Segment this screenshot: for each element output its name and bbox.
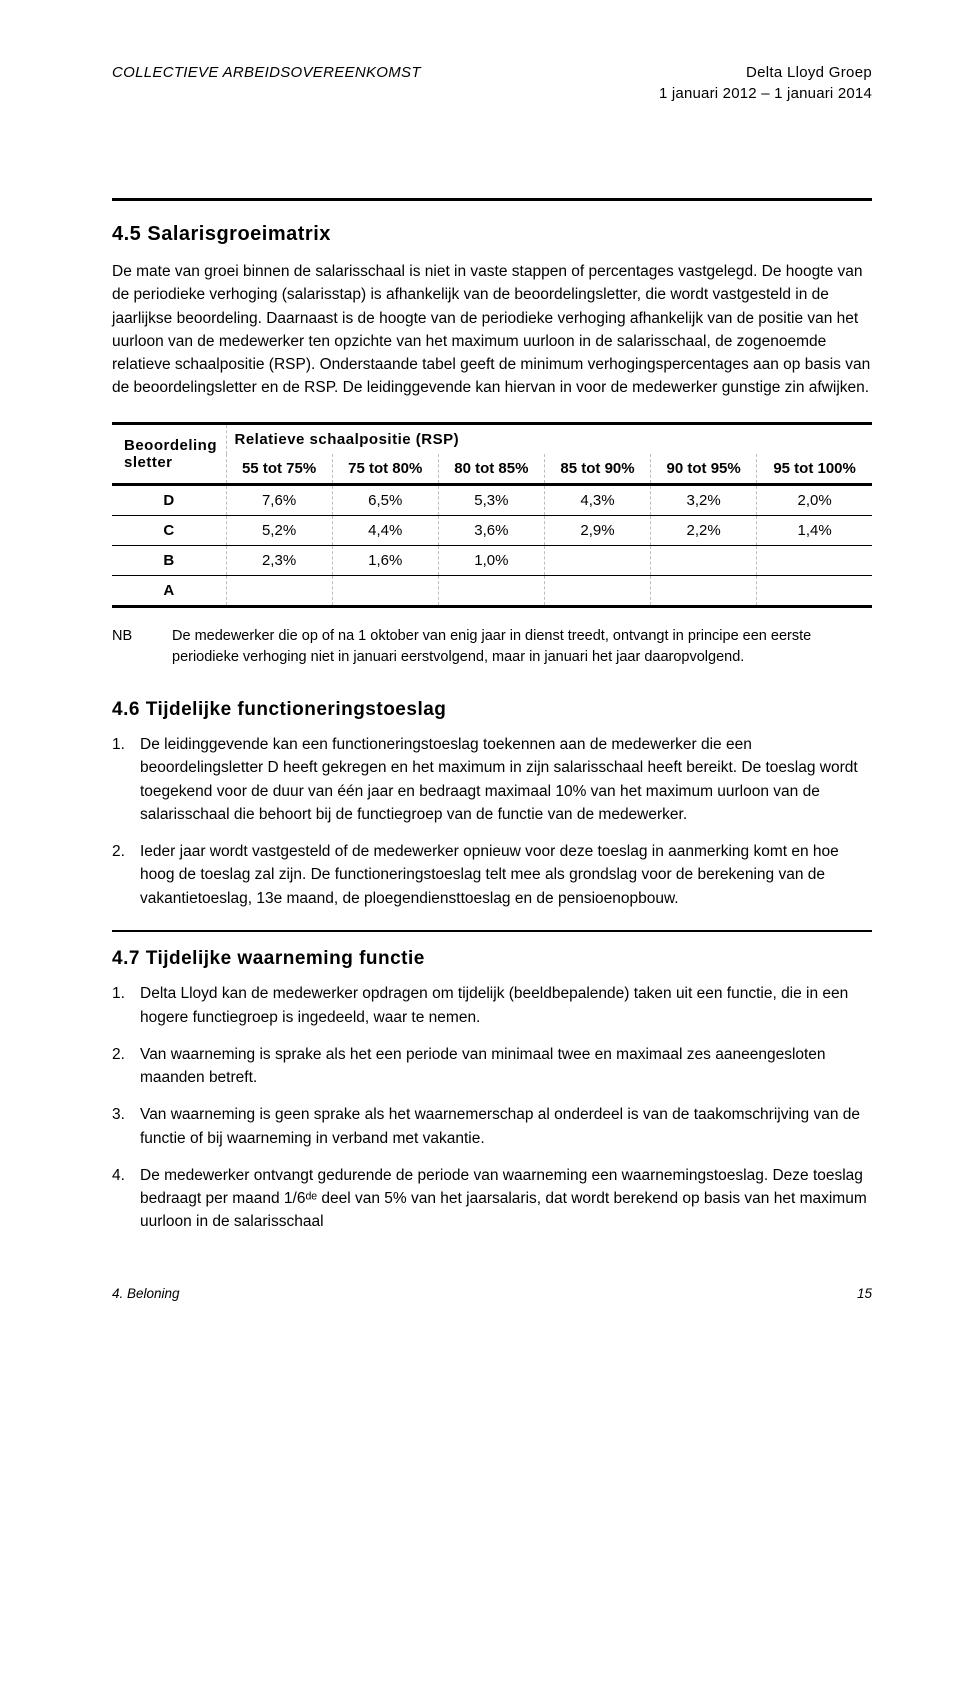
list-item: 1.Delta Lloyd kan de medewerker opdragen… xyxy=(112,982,872,1029)
cell: 2,0% xyxy=(757,484,872,515)
table-row: C 5,2% 4,4% 3,6% 2,9% 2,2% 1,4% xyxy=(112,515,872,545)
item-text: Delta Lloyd kan de medewerker opdragen o… xyxy=(140,982,872,1029)
item-number: 4. xyxy=(112,1164,140,1234)
cell: 3,6% xyxy=(438,515,544,545)
table-col-0: 55 tot 75% xyxy=(226,454,332,485)
table-col-1: 75 tot 80% xyxy=(332,454,438,485)
cell xyxy=(544,575,650,606)
cell xyxy=(651,545,757,575)
item-number: 1. xyxy=(112,982,140,1029)
nb-note: NB De medewerker die op of na 1 oktober … xyxy=(112,626,872,670)
cell: 1,6% xyxy=(332,545,438,575)
item-text: Van waarneming is geen sprake als het wa… xyxy=(140,1103,872,1150)
row-label: B xyxy=(112,545,226,575)
cell: 1,0% xyxy=(438,545,544,575)
footer-page-number: 15 xyxy=(857,1286,872,1301)
footer-left: 4. Beloning xyxy=(112,1286,180,1301)
header-sub: 1 januari 2012 – 1 januari 2014 xyxy=(112,85,872,102)
list-item: 2.Van waarneming is sprake als het een p… xyxy=(112,1043,872,1090)
item-number: 2. xyxy=(112,1043,140,1090)
cell xyxy=(757,545,872,575)
table-col-5: 95 tot 100% xyxy=(757,454,872,485)
table-row: B 2,3% 1,6% 1,0% xyxy=(112,545,872,575)
section-4-6-title: 4.6 Tijdelijke functioneringstoeslag xyxy=(112,699,872,721)
section-divider xyxy=(112,930,872,933)
item-text: De medewerker ontvangt gedurende de peri… xyxy=(140,1164,872,1234)
section-4-7-list: 1.Delta Lloyd kan de medewerker opdragen… xyxy=(112,982,872,1233)
cell: 2,3% xyxy=(226,545,332,575)
table-row: A xyxy=(112,575,872,606)
cell xyxy=(757,575,872,606)
page-footer: 4. Beloning 15 xyxy=(112,1286,872,1301)
cell: 4,4% xyxy=(332,515,438,545)
section-4-5-text: De mate van groei binnen de salarisschaa… xyxy=(112,260,872,400)
row-label: D xyxy=(112,484,226,515)
cell xyxy=(651,575,757,606)
table-rowhead-title: Beoordeling sletter xyxy=(112,423,226,484)
row-label: C xyxy=(112,515,226,545)
item-number: 1. xyxy=(112,733,140,826)
item-text: Van waarneming is sprake als het een per… xyxy=(140,1043,872,1090)
cell: 1,4% xyxy=(757,515,872,545)
nb-label: NB xyxy=(112,626,172,670)
cell xyxy=(332,575,438,606)
header-right: Delta Lloyd Groep xyxy=(746,64,872,81)
section-4-7-title: 4.7 Tijdelijke waarneming functie xyxy=(112,948,872,970)
table-span-title: Relatieve schaalpositie (RSP) xyxy=(226,423,872,454)
cell: 5,3% xyxy=(438,484,544,515)
cell: 3,2% xyxy=(651,484,757,515)
list-item: 1.De leidinggevende kan een functionerin… xyxy=(112,733,872,826)
cell: 2,2% xyxy=(651,515,757,545)
cell: 2,9% xyxy=(544,515,650,545)
item-number: 2. xyxy=(112,840,140,910)
cell: 6,5% xyxy=(332,484,438,515)
section-4-5-title: 4.5 Salarisgroeimatrix xyxy=(112,223,872,246)
section-divider xyxy=(112,198,872,201)
page-header: COLLECTIEVE ARBEIDSOVEREENKOMST Delta Ll… xyxy=(112,64,872,81)
table-row: D 7,6% 6,5% 5,3% 4,3% 3,2% 2,0% xyxy=(112,484,872,515)
item-number: 3. xyxy=(112,1103,140,1150)
salary-matrix-table: Beoordeling sletter Relatieve schaalposi… xyxy=(112,422,872,608)
item-text: De leidinggevende kan een functionerings… xyxy=(140,733,872,826)
cell: 5,2% xyxy=(226,515,332,545)
header-left: COLLECTIEVE ARBEIDSOVEREENKOMST xyxy=(112,64,421,81)
cell: 7,6% xyxy=(226,484,332,515)
table-col-2: 80 tot 85% xyxy=(438,454,544,485)
cell xyxy=(438,575,544,606)
cell xyxy=(544,545,650,575)
list-item: 3.Van waarneming is geen sprake als het … xyxy=(112,1103,872,1150)
table-col-3: 85 tot 90% xyxy=(544,454,650,485)
nb-text: De medewerker die op of na 1 oktober van… xyxy=(172,626,872,670)
row-label: A xyxy=(112,575,226,606)
list-item: 2.Ieder jaar wordt vastgesteld of de med… xyxy=(112,840,872,910)
list-item: 4.De medewerker ontvangt gedurende de pe… xyxy=(112,1164,872,1234)
item-text: Ieder jaar wordt vastgesteld of de medew… xyxy=(140,840,872,910)
section-4-6-list: 1.De leidinggevende kan een functionerin… xyxy=(112,733,872,910)
cell xyxy=(226,575,332,606)
cell: 4,3% xyxy=(544,484,650,515)
table-col-4: 90 tot 95% xyxy=(651,454,757,485)
